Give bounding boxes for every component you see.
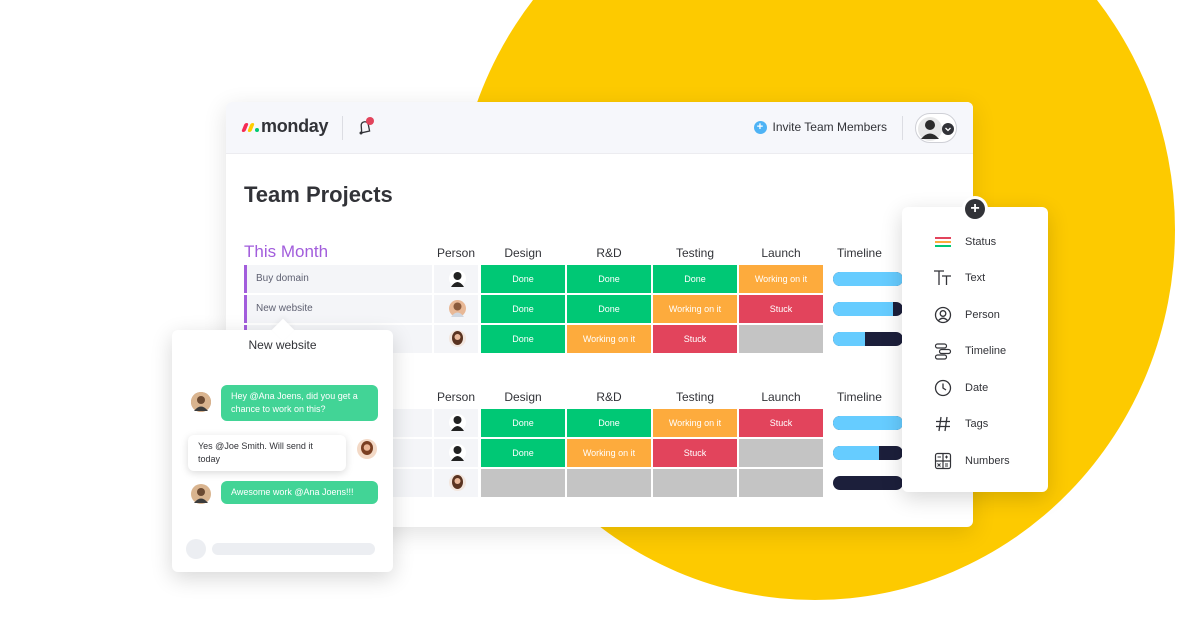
user-avatar[interactable] — [915, 113, 957, 143]
status-cell-launch[interactable]: Stuck — [739, 409, 823, 437]
user-avatar — [191, 484, 211, 504]
invite-team-members-button[interactable]: + Invite Team Members — [753, 120, 888, 134]
person-cell[interactable] — [434, 469, 478, 497]
person-avatar — [449, 270, 466, 287]
menu-item-person[interactable]: Person — [932, 304, 1000, 326]
menu-item-tags[interactable]: Tags — [932, 413, 988, 435]
column-header-rnd[interactable]: R&D — [596, 390, 622, 404]
status-cell-testing[interactable]: Working on it — [653, 409, 737, 437]
user-avatar — [191, 392, 211, 412]
text-icon — [932, 267, 954, 289]
menu-item-date[interactable]: Date — [932, 377, 988, 399]
chevron-down-icon — [945, 127, 951, 132]
status-cell-testing[interactable]: Stuck — [653, 325, 737, 353]
status-cell-testing[interactable] — [653, 469, 737, 497]
status-cell-launch[interactable] — [739, 469, 823, 497]
person-cell[interactable] — [434, 409, 478, 437]
person-avatar — [449, 474, 466, 491]
column-header-testing[interactable]: Testing — [675, 246, 715, 260]
person-cell[interactable] — [434, 265, 478, 293]
timeline-bar[interactable] — [833, 272, 903, 286]
page-title: Team Projects — [244, 182, 393, 207]
column-header-testing[interactable]: Testing — [675, 390, 715, 404]
person-avatar — [449, 300, 466, 317]
person-avatar — [449, 444, 466, 461]
menu-item-timeline[interactable]: Timeline — [932, 340, 1006, 362]
column-header-person[interactable]: Person — [436, 390, 476, 404]
status-cell-design[interactable]: Done — [481, 409, 565, 437]
menu-item-numbers[interactable]: Numbers — [932, 450, 1010, 472]
status-cell-rnd[interactable] — [567, 469, 651, 497]
person-avatar — [449, 330, 466, 347]
timeline-bar[interactable] — [833, 416, 903, 430]
chat-message: Awesome work @Ana Joens!!! — [221, 481, 378, 504]
composer-avatar — [186, 539, 206, 559]
plus-circle-icon: + — [753, 120, 767, 134]
logo-text: monday — [261, 116, 329, 136]
add-column-button[interactable]: + — [965, 199, 985, 219]
status-cell-design[interactable]: Done — [481, 295, 565, 323]
status-cell-testing[interactable]: Done — [653, 265, 737, 293]
status-cell-design[interactable]: Done — [481, 325, 565, 353]
timeline-icon — [932, 340, 954, 362]
add-column-menu: + Status Text Person Timeline Date Tags — [902, 199, 1048, 492]
column-header-launch[interactable]: Launch — [761, 246, 801, 260]
status-cell-testing[interactable]: Stuck — [653, 439, 737, 467]
column-header-timeline[interactable]: Timeline — [837, 246, 882, 260]
monday-logo-icon — [241, 120, 259, 134]
person-avatar — [449, 414, 466, 431]
status-cell-rnd[interactable]: Working on it — [567, 325, 651, 353]
chat-message: Yes @Joe Smith. Will send it today — [188, 435, 346, 471]
status-cell-launch[interactable] — [739, 439, 823, 467]
timeline-bar[interactable] — [833, 446, 903, 460]
item-name[interactable]: New website — [244, 295, 432, 323]
updates-panel: New website Hey @Ana Joens, did you get … — [172, 318, 393, 572]
status-cell-rnd[interactable]: Done — [567, 409, 651, 437]
divider — [342, 116, 343, 140]
invite-label: Invite Team Members — [772, 120, 888, 134]
top-bar: monday + Invite Team Members — [226, 102, 973, 154]
column-header-design[interactable]: Design — [504, 390, 542, 404]
status-cell-rnd[interactable]: Done — [567, 295, 651, 323]
column-header-timeline[interactable]: Timeline — [837, 390, 882, 404]
person-icon — [932, 304, 954, 326]
panel-title: New website — [248, 338, 317, 352]
clock-icon — [932, 377, 954, 399]
status-icon — [932, 231, 954, 253]
menu-item-status[interactable]: Status — [932, 231, 996, 253]
column-header-design[interactable]: Design — [504, 246, 542, 260]
item-name[interactable]: Buy domain — [244, 265, 432, 293]
timeline-bar[interactable] — [833, 476, 903, 490]
person-cell[interactable] — [434, 325, 478, 353]
status-cell-launch[interactable]: Working on it — [739, 265, 823, 293]
column-header-person[interactable]: Person — [436, 246, 476, 260]
status-cell-testing[interactable]: Working on it — [653, 295, 737, 323]
message-input[interactable] — [212, 543, 375, 555]
timeline-bar[interactable] — [833, 302, 903, 316]
column-header-rnd[interactable]: R&D — [596, 246, 622, 260]
status-cell-design[interactable]: Done — [481, 439, 565, 467]
status-cell-rnd[interactable]: Done — [567, 265, 651, 293]
timeline-bar[interactable] — [833, 332, 903, 346]
user-avatar — [357, 439, 377, 459]
menu-item-text[interactable]: Text — [932, 267, 985, 289]
column-header-launch[interactable]: Launch — [761, 390, 801, 404]
status-cell-design[interactable]: Done — [481, 265, 565, 293]
divider — [902, 116, 903, 140]
person-cell[interactable] — [434, 439, 478, 467]
person-cell[interactable] — [434, 295, 478, 323]
status-cell-launch[interactable]: Stuck — [739, 295, 823, 323]
chat-message: Hey @Ana Joens, did you get a chance to … — [221, 385, 378, 421]
status-cell-design[interactable] — [481, 469, 565, 497]
numbers-icon — [932, 450, 954, 472]
bell-icon[interactable] — [356, 117, 376, 137]
status-cell-launch[interactable] — [739, 325, 823, 353]
hash-icon — [932, 413, 954, 435]
group-title[interactable]: This Month — [244, 242, 329, 261]
status-cell-rnd[interactable]: Working on it — [567, 439, 651, 467]
logo[interactable]: monday — [241, 116, 329, 137]
